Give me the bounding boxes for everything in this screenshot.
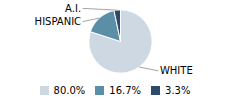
html-text:3.3%: 3.3%	[165, 84, 191, 96]
svg-text:WHITE: WHITE	[160, 65, 193, 76]
html-text:80.0%: 80.0%	[53, 84, 86, 96]
svg-text:A.I.: A.I.	[65, 3, 81, 14]
svg-text:HISPANIC: HISPANIC	[35, 16, 81, 27]
html-text:16.7%: 16.7%	[109, 84, 142, 96]
